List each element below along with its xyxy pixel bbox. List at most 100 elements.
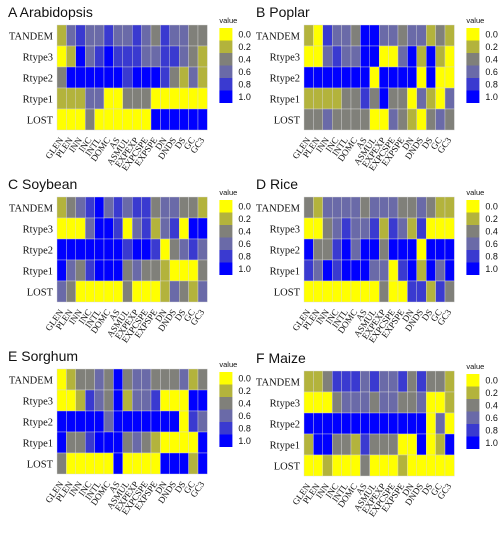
legend-tick-label: 0.4 [485,401,498,411]
heatmap-cell [75,238,86,261]
heatmap-cell [56,368,67,391]
heatmap-cell [113,217,124,240]
heatmap-cell [141,259,152,282]
heatmap-cell [388,217,399,240]
heatmap-cell [379,66,389,89]
legend-tick-label: 1.0 [238,92,251,102]
heatmap-cell [131,24,142,47]
heatmap-cell [388,24,399,47]
legend-swatch [219,262,233,275]
heatmap-cell [131,389,142,412]
heatmap-cell [444,454,455,477]
heatmap-cell [169,108,180,131]
heatmap-cell [341,66,352,89]
heatmap-cell [178,389,189,412]
heatmap-cell [169,259,180,282]
row-label: Rtype1 [270,267,300,278]
heatmap-cell [322,280,333,303]
heatmap-cell [322,108,333,131]
legend-title: value [219,188,237,197]
legend-swatch [219,78,233,91]
legend-swatch [466,374,480,387]
heatmap-cell [388,412,399,435]
heatmap-cell [131,431,142,454]
heatmap-cell [103,87,114,110]
heatmap-cell [84,431,95,454]
heatmap-cell [75,24,86,47]
heatmap-cell [341,433,352,456]
heatmap-cell [84,368,95,391]
heatmap-cell [150,24,161,47]
legend-tick-label: 0.2 [238,42,251,52]
heatmap-cell [56,452,67,475]
heatmap-cell [197,24,208,47]
heatmap-cell [350,433,361,456]
heatmap-cell [122,45,133,68]
heatmap-cell [150,410,161,433]
heatmap-cell [84,24,95,47]
heatmap-cell [416,108,427,131]
heatmap-cell [75,280,86,303]
heatmap-cell [122,431,133,454]
heatmap-cell [178,259,189,282]
heatmap-cell [444,24,455,47]
heatmap-cell [322,412,333,435]
heatmap-cell [369,108,380,131]
heatmap-cell [388,196,399,219]
row-label: Rtype3 [23,225,53,236]
heatmap-cell [197,431,208,454]
heatmap-cell [379,217,389,240]
heatmap-cell [66,217,77,240]
heatmap-cell [75,259,86,282]
heatmap-panel: A Arabidopsis TANDEM Rtype3 Rtype2 Rtype1 LOS… [8,4,251,173]
heatmap-cell [444,238,455,261]
heatmap-cell [369,370,380,393]
heatmap-cell [56,431,67,454]
heatmap-cell [350,259,361,282]
heatmap-cell [75,66,86,89]
heatmap-cell [322,238,333,261]
heatmap-cell [379,280,389,303]
legend-swatch [466,65,480,78]
heatmap-cell [369,217,380,240]
heatmap-cell [84,389,95,412]
heatmap-cell [141,217,152,240]
heatmap-cell [426,217,436,240]
heatmap-cell [379,412,389,435]
heatmap-cell [379,108,389,131]
heatmap-cell [388,433,399,456]
heatmap-cell [397,454,408,477]
heatmap-cell [113,259,124,282]
legend-swatch [466,40,480,53]
heatmap-cell [379,370,389,393]
heatmap-cell [407,370,417,393]
heatmap-cell [426,370,436,393]
heatmap-cell [407,280,417,303]
heatmap-cell [94,24,105,47]
heatmap-cell [369,280,380,303]
heatmap-cell [141,24,152,47]
panel-title: E Sorghum [8,348,78,364]
heatmap-cell [169,431,180,454]
heatmap-cell [66,280,77,303]
heatmap-panel: E SorghumTANDEMRtype3Rtype2Rtype1LOSTGLE… [8,348,251,517]
heatmap-cell [178,24,189,47]
heatmap-cell [122,259,133,282]
legend-swatch [219,384,233,397]
legend-swatch [219,225,233,238]
heatmap-cell [122,410,133,433]
legend-swatch [219,65,233,78]
heatmap-cell [94,452,105,475]
heatmap-cell [178,410,189,433]
row-label: Rtype1 [270,95,300,106]
heatmap-cell [397,433,408,456]
heatmap-cell [332,454,342,477]
heatmap-cell [56,238,67,261]
row-label: LOST [27,460,54,471]
heatmap-cell [303,433,314,456]
heatmap-cell [150,238,161,261]
heatmap-cell [56,24,67,47]
heatmap-cell [407,45,417,68]
heatmap-cell [416,87,427,110]
legend-swatch [466,436,480,449]
